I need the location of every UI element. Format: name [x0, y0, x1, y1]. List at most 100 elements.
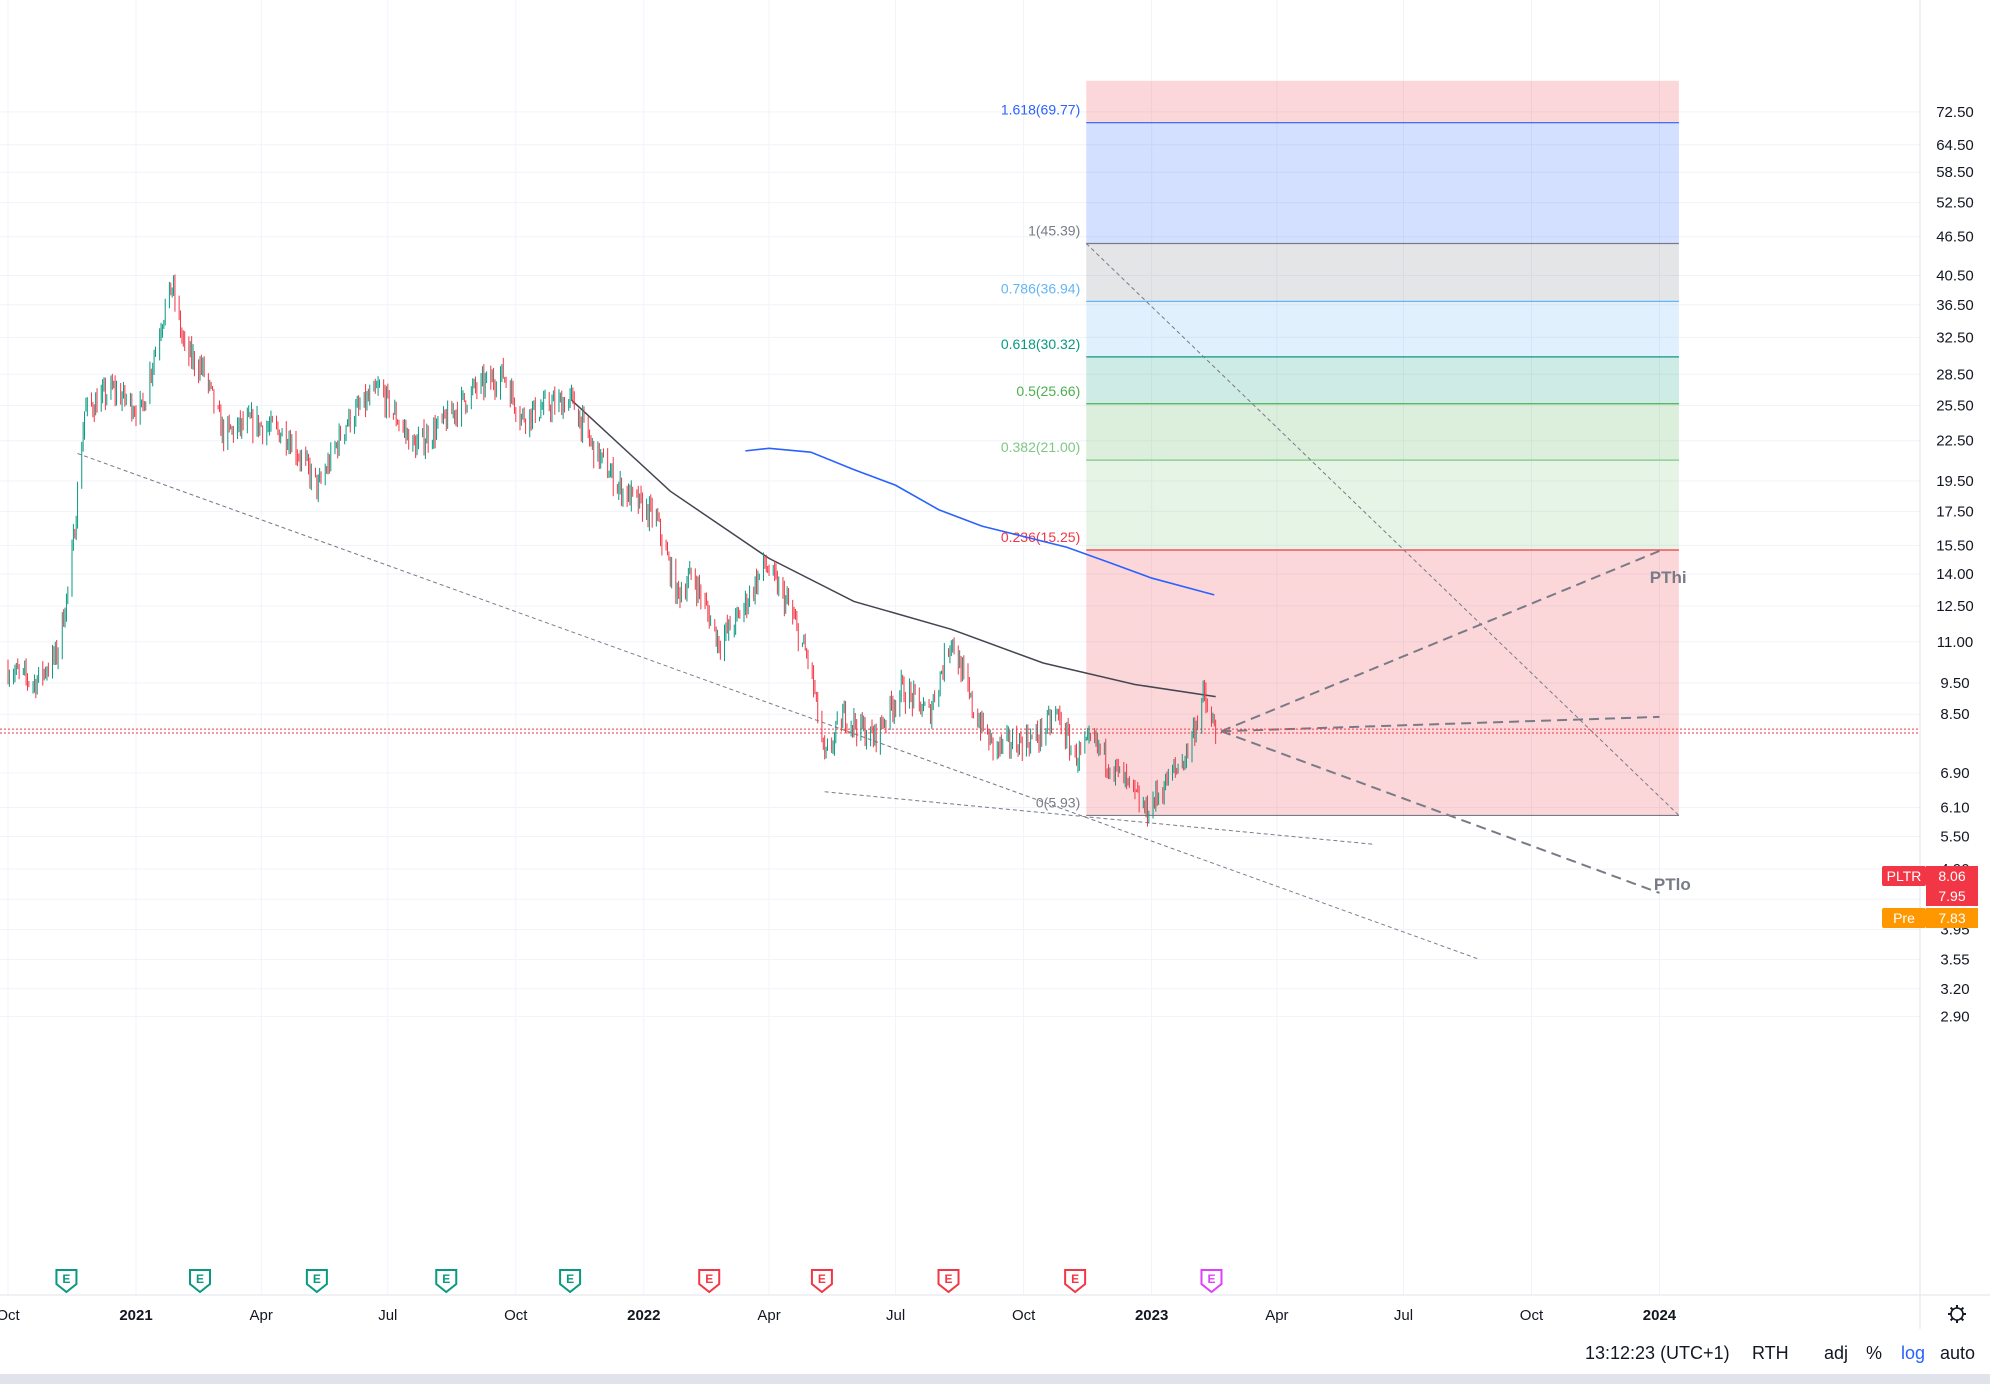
- earnings-marker: E: [1200, 1269, 1223, 1294]
- adj-toggle[interactable]: adj: [1824, 1343, 1849, 1363]
- y-tick-label: 15.50: [1936, 537, 1974, 554]
- gear-tooth: [1949, 1306, 1954, 1311]
- price-axis[interactable]: 72.50 64.50 58.50 52.50 46.50 40.50 36.50 32.50…: [1919, 0, 1974, 1329]
- fib-zone: [1086, 301, 1679, 357]
- moving-average-line: [745, 447, 1215, 596]
- earnings-label: E: [313, 1272, 321, 1286]
- earnings-badge: [937, 1269, 960, 1294]
- y-tick-label: 64.50: [1936, 137, 1974, 154]
- price-tag: PLTR 8.06: [1882, 866, 1978, 886]
- y-tick-label: 3.20: [1940, 981, 1969, 998]
- fib-level-label: 0.786(36.94): [1001, 280, 1080, 296]
- pt-mid-line: [1221, 715, 1660, 733]
- earnings-label: E: [196, 1272, 204, 1286]
- wedge-lower-line: [824, 791, 1375, 845]
- session-toggle[interactable]: RTH: [1752, 1343, 1789, 1363]
- earnings-label: E: [705, 1272, 713, 1286]
- earnings-marker: E: [1064, 1269, 1087, 1294]
- gear-icon[interactable]: [1948, 1305, 1966, 1323]
- fib-level-label: 0.382(21.00): [1001, 439, 1080, 455]
- y-tick-label: 19.50: [1936, 473, 1974, 490]
- fib-level-label: 0.5(25.66): [1016, 383, 1080, 399]
- earnings-badge: [559, 1269, 582, 1294]
- y-tick-label: 36.50: [1936, 297, 1974, 314]
- price-tag-value-bg: [1926, 886, 1978, 906]
- y-tick-label: 14.00: [1936, 566, 1974, 583]
- price-tag-value-bg: [1926, 908, 1978, 928]
- earnings-label: E: [818, 1272, 826, 1286]
- gear-tooth: [1960, 1317, 1965, 1322]
- annotation-text: PTlo: [1654, 875, 1691, 894]
- x-tick-label: Apr: [1265, 1307, 1288, 1324]
- price-tag-label-bg: [1882, 908, 1926, 928]
- auto-toggle[interactable]: auto: [1940, 1343, 1976, 1363]
- fib-level-label: 0(5.93): [1036, 794, 1080, 810]
- earnings-badge: [1064, 1269, 1087, 1294]
- time-axis[interactable]: Oct 2021 Apr Jul Oct 2022 Apr Jul Oct 2023 Apr Jul O…: [0, 1294, 1990, 1324]
- price-tag-value: 7.95: [1938, 888, 1965, 904]
- price-tag-value: 8.06: [1938, 868, 1965, 884]
- earnings-label: E: [442, 1272, 450, 1286]
- fib-zone: [1086, 403, 1679, 461]
- trend-lines[interactable]: [0, 243, 1920, 961]
- x-tick-label: Oct: [1012, 1307, 1036, 1324]
- x-tick-label: Oct: [0, 1307, 20, 1324]
- gear-tooth: [1949, 1317, 1954, 1322]
- y-tick-label: 22.50: [1936, 433, 1974, 450]
- percent-toggle[interactable]: %: [1866, 1343, 1883, 1363]
- earnings-label: E: [945, 1272, 953, 1286]
- pt-low-line: [1220, 730, 1660, 894]
- price-tag-label-bg: [1882, 866, 1926, 886]
- y-tick-label: 17.50: [1936, 503, 1974, 520]
- y-tick-label: 3.55: [1940, 952, 1969, 969]
- earnings-label: E: [62, 1272, 70, 1286]
- y-tick-label: 11.00: [1937, 634, 1973, 651]
- annotations[interactable]: PThi PTlo: [1650, 568, 1691, 894]
- y-tick-label: 12.50: [1936, 598, 1974, 615]
- price-tag: Pre 7.83: [1882, 908, 1978, 928]
- earnings-badge: [810, 1269, 833, 1294]
- fib-extension[interactable]: 1.618(69.77) 1(45.39) 0.786(36.94) 0.618(30…: [1001, 80, 1679, 817]
- x-tick-label: Oct: [504, 1307, 528, 1324]
- earnings-badge: [55, 1269, 78, 1294]
- y-tick-label: 72.50: [1936, 104, 1974, 121]
- earnings-marker: E: [189, 1269, 211, 1294]
- price-chart[interactable]: 1.618(69.77) 1(45.39) 0.786(36.94) 0.618(30…: [0, 0, 1990, 1329]
- price-tag-value-bg: [1926, 866, 1978, 886]
- y-tick-label: 40.50: [1936, 268, 1974, 285]
- x-tick-label: Jul: [378, 1307, 397, 1324]
- fib-level-label: 0.618(30.32): [1001, 336, 1080, 352]
- x-tick-label: 2024: [1643, 1307, 1677, 1324]
- price-tags: PLTR 8.06 7.95 Pre 7.83: [1882, 866, 1978, 928]
- earnings-label: E: [1071, 1272, 1079, 1286]
- x-tick-label: Apr: [250, 1307, 273, 1324]
- earnings-badge: [698, 1269, 721, 1294]
- gear-ring: [1950, 1307, 1964, 1321]
- fib-zone: [1086, 356, 1679, 404]
- earnings-badge: [1200, 1269, 1223, 1294]
- fib-level-label: 1.618(69.77): [1001, 102, 1080, 118]
- y-tick-label: 52.50: [1936, 195, 1974, 212]
- earnings-marker: E: [810, 1269, 833, 1294]
- y-tick-label: 9.50: [1940, 675, 1969, 692]
- fib-level-label: 0.236(15.25): [1001, 529, 1080, 545]
- x-tick-label: Jul: [886, 1307, 905, 1324]
- earnings-marker: E: [937, 1269, 960, 1294]
- price-tag: 7.95: [1926, 886, 1978, 906]
- fib-zone: [1086, 122, 1679, 244]
- fib-zone: [1086, 243, 1679, 302]
- clock-time[interactable]: 13:12:23 (UTC+1): [1585, 1343, 1730, 1363]
- moving-average: [745, 447, 1215, 596]
- fib-level-label: 1(45.39): [1028, 223, 1080, 239]
- earnings-marker: E: [305, 1269, 328, 1294]
- y-tick-label: 6.90: [1940, 765, 1969, 782]
- y-tick-label: 32.50: [1936, 329, 1974, 346]
- annotation-text: PThi: [1650, 568, 1687, 587]
- price-tag-label: Pre: [1893, 910, 1915, 926]
- grid-lines: [0, 0, 1920, 1295]
- earnings-badge: [305, 1269, 328, 1294]
- earnings-marker: E: [55, 1269, 78, 1294]
- y-tick-label: 58.50: [1936, 164, 1974, 181]
- log-toggle[interactable]: log: [1901, 1343, 1926, 1363]
